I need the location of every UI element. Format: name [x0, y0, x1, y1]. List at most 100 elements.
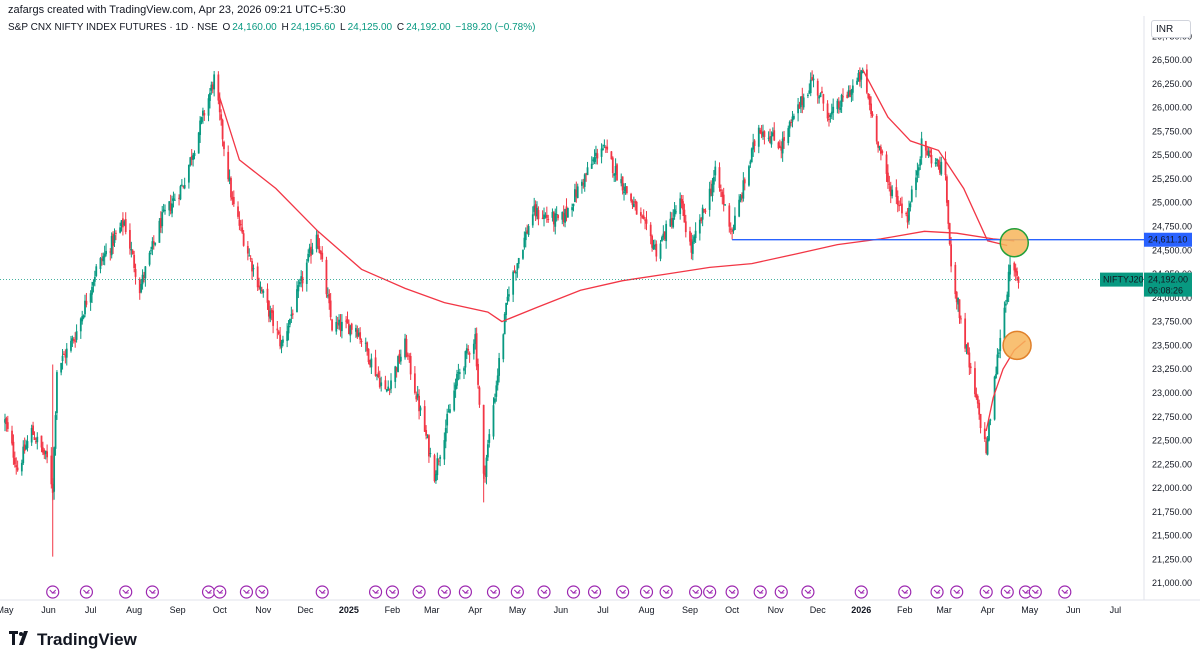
candle-body [787, 128, 790, 143]
candle-body [488, 434, 491, 443]
candle-body [738, 199, 741, 217]
event-icon-glyph [441, 589, 448, 594]
candle-body [89, 293, 92, 303]
event-icon-glyph [205, 589, 212, 594]
candle-body [478, 387, 481, 405]
event-icon[interactable] [930, 585, 944, 599]
event-icon[interactable] [119, 585, 133, 599]
circle-markers[interactable] [999, 227, 1032, 361]
candle-body [583, 174, 586, 187]
event-icon[interactable] [145, 585, 159, 599]
event-icon[interactable] [213, 585, 227, 599]
candle-body [36, 436, 39, 443]
candle-body [70, 340, 72, 351]
candle-body [630, 193, 632, 201]
candle-body [847, 90, 850, 97]
candle-body [536, 207, 538, 217]
candle-body [871, 113, 874, 117]
event-icon[interactable] [950, 585, 964, 599]
event-icons[interactable] [46, 585, 1072, 599]
event-icon[interactable] [725, 585, 739, 599]
candle-body [809, 79, 812, 94]
candle-body [444, 428, 447, 442]
candle-body [133, 254, 136, 269]
event-icon[interactable] [201, 585, 216, 599]
candle-body [639, 212, 642, 216]
event-icon[interactable] [639, 585, 654, 599]
candle-body [46, 451, 49, 458]
time-axis[interactable]: May Jun Jul Aug Sep Oct Nov Dec 2025 Feb Mar Apr May… [0, 605, 1121, 615]
candle-body [975, 393, 978, 399]
close-value: 24,192.00 [406, 22, 451, 33]
price-tick-label: 26,250.00 [1152, 79, 1192, 89]
event-icon[interactable] [1028, 585, 1042, 599]
candle-body [610, 151, 613, 160]
candle-body [562, 213, 565, 222]
event-icon[interactable] [537, 585, 551, 599]
horizontal-line[interactable] [0, 239, 1144, 281]
candle-body [200, 117, 203, 123]
circle-marker[interactable] [999, 227, 1030, 258]
event-icon[interactable] [774, 585, 788, 599]
candle-body [463, 368, 465, 371]
candle-body [134, 269, 137, 277]
event-icon[interactable] [566, 585, 581, 599]
event-icon[interactable] [368, 585, 383, 599]
candle-body [974, 368, 976, 395]
candle-body [82, 315, 85, 319]
circle-marker[interactable] [1002, 330, 1032, 361]
candle-body [252, 268, 255, 270]
candle-body [93, 277, 96, 282]
candle-body [248, 255, 251, 257]
candle-body [734, 215, 736, 230]
last-price-label: 24,192.00 [1148, 275, 1188, 285]
event-icon[interactable] [46, 585, 60, 599]
event-icon-glyph [756, 589, 764, 594]
candle-body [203, 113, 206, 116]
event-icon[interactable] [412, 585, 426, 599]
event-icon-glyph [706, 589, 714, 594]
candle-body [595, 152, 597, 157]
event-icon[interactable] [458, 585, 473, 599]
event-icon[interactable] [239, 585, 254, 599]
candle-body [338, 319, 340, 326]
event-icon[interactable] [854, 585, 868, 599]
event-icon[interactable] [1000, 585, 1014, 599]
event-icon[interactable] [486, 585, 501, 599]
event-icon[interactable] [801, 585, 815, 599]
event-icon[interactable] [315, 585, 329, 599]
candle-body [778, 145, 781, 148]
candle-body [881, 151, 884, 153]
candle-body [603, 145, 606, 147]
event-icon[interactable] [385, 585, 400, 599]
candle-body [443, 440, 446, 460]
candle-body [624, 186, 627, 192]
event-icon[interactable] [616, 585, 630, 599]
event-icon[interactable] [510, 585, 524, 599]
time-tick-label: Mar [424, 605, 440, 615]
time-tick-label: Apr [468, 605, 482, 615]
candle-body [662, 233, 665, 238]
event-icon[interactable] [255, 585, 269, 599]
event-icon[interactable] [659, 585, 673, 599]
candle-body [732, 229, 735, 232]
event-icon[interactable] [753, 585, 767, 599]
event-icon[interactable] [587, 585, 602, 599]
candle-body [537, 210, 540, 220]
candle-body [54, 415, 57, 449]
price-chart[interactable]: 26,750.0026,500.0026,250.0026,000.0025,7… [0, 16, 1200, 620]
price-tick-label: 22,750.00 [1152, 412, 1192, 422]
candle-body [467, 348, 470, 351]
event-icon[interactable] [437, 585, 451, 599]
time-tick-label: Jun [41, 605, 56, 615]
candle-body [355, 328, 357, 332]
event-icon[interactable] [979, 585, 993, 599]
candle-body [120, 220, 123, 227]
candle-body [544, 215, 547, 217]
currency-selector[interactable]: INR [1151, 20, 1191, 38]
event-icon[interactable] [1058, 585, 1072, 599]
event-icon[interactable] [898, 585, 912, 599]
event-icon[interactable] [689, 585, 703, 599]
event-icon[interactable] [703, 585, 717, 599]
event-icon[interactable] [79, 585, 94, 599]
